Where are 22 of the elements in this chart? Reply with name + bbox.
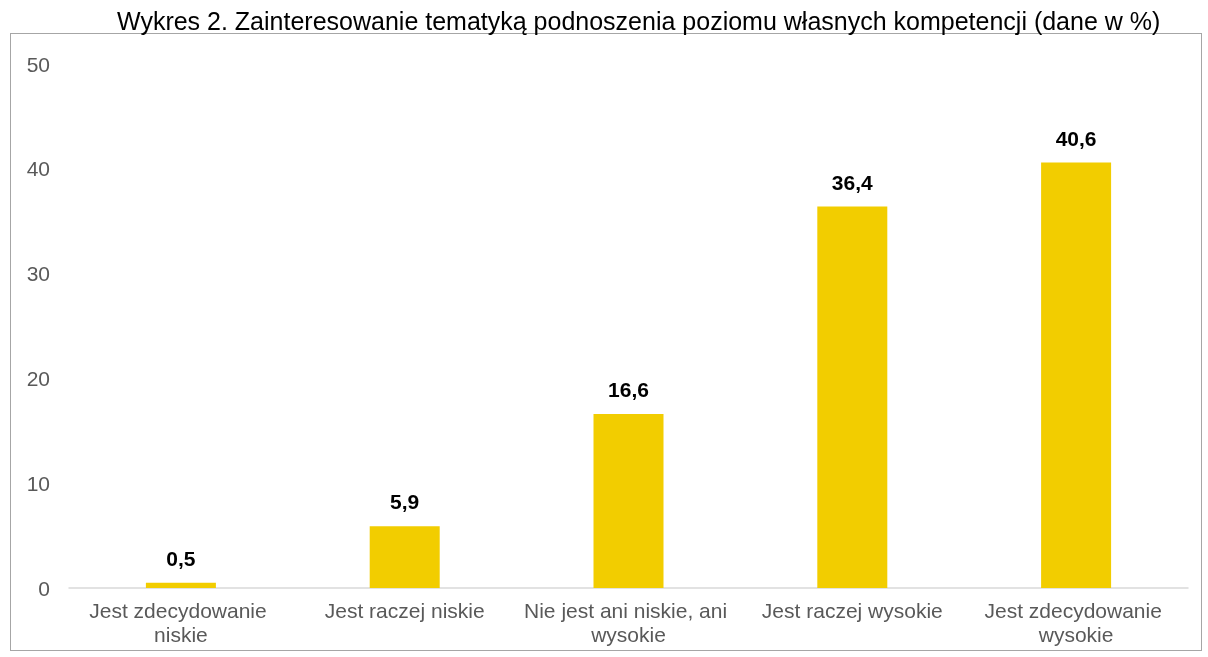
y-tick-label: 20 xyxy=(26,366,50,390)
bar xyxy=(145,582,216,588)
y-tick-label: 40 xyxy=(26,157,50,181)
y-tick-label: 0 xyxy=(38,576,50,600)
data-label: 36,4 xyxy=(831,170,874,194)
x-tick-label: Jest raczej wysokie xyxy=(761,598,943,622)
data-label: 40,6 xyxy=(1055,126,1097,150)
y-tick-label: 30 xyxy=(26,262,50,286)
bar xyxy=(369,526,440,588)
bar xyxy=(1041,162,1112,588)
data-label: 5,9 xyxy=(390,490,420,514)
chart-title: Wykres 2. Zainteresowanie tematyką podnoszenia poziomu własnych kompetencji (dane w %) xyxy=(117,6,1161,35)
bar xyxy=(817,206,888,588)
x-tick-label: Jest zdecydowanie niskie xyxy=(89,598,273,646)
x-tick-label: Jest zdecydowanie wysokie xyxy=(984,598,1168,646)
data-label: 0,5 xyxy=(166,546,196,570)
x-tick-label: Jest raczej niskie xyxy=(324,598,485,622)
y-tick-label: 50 xyxy=(26,52,50,76)
x-tick-label: Nie jest ani niskie, ani wysokie xyxy=(524,598,733,646)
bar xyxy=(593,414,664,588)
data-label: 16,6 xyxy=(608,378,649,402)
y-tick-label: 10 xyxy=(26,471,50,495)
